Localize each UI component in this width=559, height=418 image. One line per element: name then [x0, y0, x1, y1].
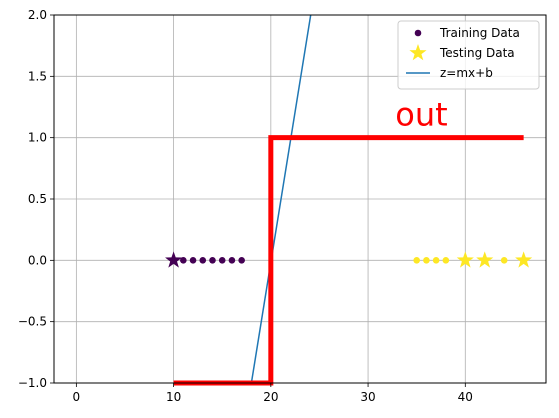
legend-marker-training: [414, 29, 422, 37]
legend-marker-testing: [409, 44, 427, 61]
training-point: [413, 257, 420, 264]
training-point: [189, 257, 197, 264]
training-point: [180, 257, 187, 264]
x-tick-label: 40: [458, 390, 473, 404]
annotations: out: [395, 95, 447, 133]
y-tick-label: 0.5: [28, 192, 47, 206]
x-tick-label: 0: [73, 390, 81, 404]
legend-label: Testing Data: [439, 46, 515, 60]
legend-label: Training Data: [439, 26, 520, 40]
y-tick-label: 1.5: [28, 69, 47, 83]
training-point: [199, 257, 207, 264]
x-tick-label: 30: [360, 390, 375, 404]
x-tick-label: 10: [166, 390, 181, 404]
y-tick-label: −0.5: [18, 315, 47, 329]
training-point: [432, 257, 440, 264]
testing-point: [515, 251, 533, 268]
legend: Training Data Testing Data z=mx+b: [397, 20, 540, 90]
x-tick-label: 20: [263, 390, 278, 404]
y-tick-label: −1.0: [18, 376, 47, 390]
training-point: [442, 257, 450, 264]
data-points: [165, 251, 533, 268]
training-point: [423, 257, 430, 264]
y-tick-label: 2.0: [28, 8, 47, 22]
testing-point: [165, 251, 183, 268]
training-point: [228, 257, 236, 264]
testing-point: [456, 251, 474, 268]
training-point: [500, 257, 508, 264]
legend-box: [397, 20, 540, 90]
regression-line: [250, 14, 312, 384]
y-tick-label: 0.0: [28, 253, 47, 267]
training-point: [238, 257, 245, 264]
training-point: [209, 257, 216, 264]
axis-ticks: 0 10 20 30 40 −1.0 −0.5 0.0 0.5 1.0 1.5 2.0: [18, 8, 473, 404]
legend-label: z=mx+b: [440, 66, 493, 80]
out-annotation: out: [395, 95, 447, 133]
training-point: [218, 257, 226, 264]
y-tick-label: 1.0: [28, 131, 47, 145]
testing-point: [476, 251, 494, 268]
